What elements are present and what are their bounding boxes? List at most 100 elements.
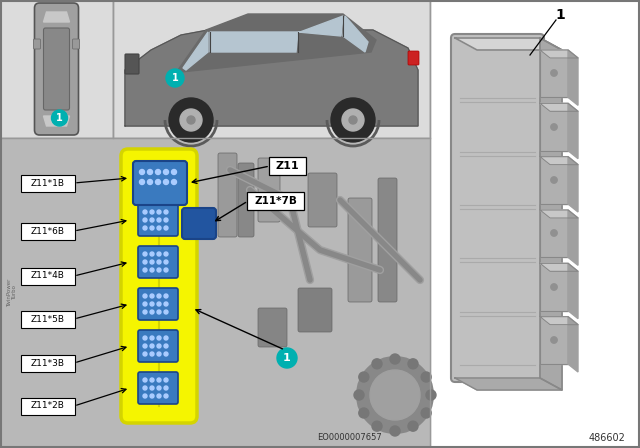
- Polygon shape: [343, 16, 368, 52]
- FancyBboxPatch shape: [21, 311, 75, 328]
- Circle shape: [143, 226, 147, 230]
- Polygon shape: [540, 263, 568, 310]
- FancyBboxPatch shape: [133, 161, 187, 205]
- Circle shape: [157, 252, 161, 256]
- FancyBboxPatch shape: [21, 355, 75, 372]
- Polygon shape: [210, 32, 298, 52]
- FancyBboxPatch shape: [408, 51, 419, 65]
- FancyBboxPatch shape: [33, 39, 40, 49]
- Circle shape: [150, 352, 154, 356]
- Circle shape: [156, 169, 161, 175]
- Polygon shape: [568, 103, 578, 159]
- Circle shape: [372, 359, 382, 369]
- Polygon shape: [183, 32, 208, 70]
- Circle shape: [143, 260, 147, 264]
- Polygon shape: [455, 378, 562, 390]
- Polygon shape: [540, 317, 578, 325]
- Circle shape: [140, 169, 145, 175]
- FancyBboxPatch shape: [430, 0, 640, 448]
- FancyBboxPatch shape: [308, 173, 337, 227]
- Polygon shape: [540, 103, 568, 151]
- Text: Z11*1B: Z11*1B: [31, 178, 65, 188]
- Polygon shape: [568, 210, 578, 265]
- Circle shape: [372, 421, 382, 431]
- Circle shape: [157, 168, 161, 172]
- Circle shape: [164, 378, 168, 382]
- Circle shape: [157, 226, 161, 230]
- Circle shape: [150, 260, 154, 264]
- FancyBboxPatch shape: [218, 153, 237, 237]
- Text: Z11*2B: Z11*2B: [31, 401, 65, 410]
- Circle shape: [354, 390, 364, 400]
- FancyBboxPatch shape: [258, 308, 287, 347]
- FancyBboxPatch shape: [298, 288, 332, 332]
- FancyBboxPatch shape: [113, 0, 430, 138]
- Circle shape: [164, 294, 168, 298]
- Polygon shape: [125, 30, 418, 126]
- Text: Z11*6B: Z11*6B: [31, 227, 65, 236]
- Circle shape: [143, 184, 147, 188]
- Circle shape: [150, 210, 154, 214]
- Polygon shape: [568, 317, 578, 372]
- Circle shape: [164, 260, 168, 264]
- Circle shape: [349, 116, 357, 124]
- Circle shape: [156, 180, 161, 185]
- FancyBboxPatch shape: [0, 138, 430, 448]
- Text: Z11*4B: Z11*4B: [31, 271, 65, 280]
- Polygon shape: [44, 116, 70, 126]
- Circle shape: [550, 336, 557, 344]
- Polygon shape: [540, 317, 568, 364]
- Circle shape: [180, 109, 202, 131]
- Circle shape: [150, 252, 154, 256]
- Circle shape: [157, 386, 161, 390]
- Circle shape: [150, 310, 154, 314]
- Polygon shape: [540, 103, 578, 112]
- Circle shape: [550, 284, 557, 290]
- Circle shape: [150, 218, 154, 222]
- FancyBboxPatch shape: [138, 162, 178, 194]
- Polygon shape: [568, 157, 578, 212]
- Circle shape: [150, 378, 154, 382]
- Circle shape: [164, 268, 168, 272]
- Circle shape: [163, 180, 168, 185]
- Circle shape: [157, 268, 161, 272]
- FancyBboxPatch shape: [258, 158, 280, 222]
- Circle shape: [331, 98, 375, 142]
- Circle shape: [157, 352, 161, 356]
- Circle shape: [143, 210, 147, 214]
- Polygon shape: [540, 210, 568, 257]
- Text: 1: 1: [172, 73, 179, 83]
- Circle shape: [150, 386, 154, 390]
- FancyBboxPatch shape: [247, 192, 304, 210]
- Circle shape: [421, 408, 431, 418]
- Circle shape: [277, 348, 297, 368]
- Circle shape: [150, 336, 154, 340]
- Circle shape: [157, 210, 161, 214]
- Circle shape: [143, 176, 147, 180]
- Circle shape: [143, 344, 147, 348]
- Text: 1: 1: [555, 8, 565, 22]
- Circle shape: [164, 176, 168, 180]
- Circle shape: [550, 69, 557, 77]
- Circle shape: [157, 378, 161, 382]
- FancyBboxPatch shape: [21, 175, 75, 192]
- Circle shape: [157, 336, 161, 340]
- Circle shape: [164, 386, 168, 390]
- Circle shape: [157, 218, 161, 222]
- FancyBboxPatch shape: [72, 39, 79, 49]
- Polygon shape: [540, 157, 568, 204]
- Circle shape: [164, 336, 168, 340]
- FancyBboxPatch shape: [138, 204, 178, 236]
- FancyBboxPatch shape: [451, 34, 544, 382]
- Circle shape: [143, 378, 147, 382]
- Circle shape: [164, 352, 168, 356]
- Circle shape: [164, 168, 168, 172]
- Circle shape: [157, 184, 161, 188]
- Circle shape: [143, 268, 147, 272]
- Circle shape: [157, 310, 161, 314]
- Circle shape: [150, 176, 154, 180]
- Circle shape: [408, 359, 418, 369]
- Circle shape: [172, 180, 177, 185]
- FancyBboxPatch shape: [121, 149, 197, 423]
- Circle shape: [359, 372, 369, 382]
